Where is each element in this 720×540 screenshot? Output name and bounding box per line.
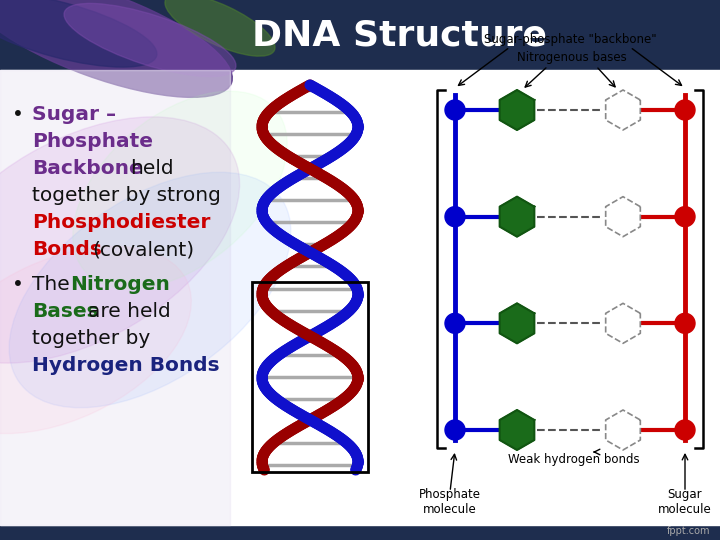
Text: held: held <box>130 159 174 178</box>
Text: are held: are held <box>88 302 171 321</box>
Text: Hydrogen Bonds: Hydrogen Bonds <box>32 356 220 375</box>
Text: Backbone: Backbone <box>32 159 143 178</box>
Text: Nitrogen: Nitrogen <box>70 275 170 294</box>
Ellipse shape <box>64 3 236 77</box>
Text: Phosphodiester: Phosphodiester <box>32 213 210 232</box>
Bar <box>0 525 720 540</box>
Text: (covalent): (covalent) <box>92 240 194 259</box>
Ellipse shape <box>165 0 275 56</box>
Polygon shape <box>500 410 534 450</box>
Ellipse shape <box>9 172 291 408</box>
Text: Sugar –: Sugar – <box>32 105 116 124</box>
Bar <box>0 0 720 70</box>
Ellipse shape <box>73 91 287 289</box>
Text: Weak hydrogen bonds: Weak hydrogen bonds <box>508 454 640 467</box>
Text: Nitrogenous bases: Nitrogenous bases <box>517 51 627 64</box>
Text: Phosphate
molecule: Phosphate molecule <box>419 488 481 516</box>
Text: Sugar
molecule: Sugar molecule <box>658 488 712 516</box>
Polygon shape <box>500 197 534 237</box>
Polygon shape <box>606 410 640 450</box>
Polygon shape <box>606 197 640 237</box>
Circle shape <box>675 313 695 333</box>
Text: Bases: Bases <box>32 302 99 321</box>
Polygon shape <box>606 90 640 130</box>
Circle shape <box>445 420 465 440</box>
Ellipse shape <box>0 0 233 97</box>
Text: DNA Structure: DNA Structure <box>253 18 547 52</box>
Text: Phosphate: Phosphate <box>32 132 153 151</box>
Circle shape <box>445 313 465 333</box>
Polygon shape <box>500 303 534 343</box>
Text: together by: together by <box>32 329 150 348</box>
Text: together by strong: together by strong <box>32 186 221 205</box>
Circle shape <box>445 100 465 120</box>
Circle shape <box>445 207 465 227</box>
Ellipse shape <box>0 117 240 363</box>
Circle shape <box>675 420 695 440</box>
Text: fppt.com: fppt.com <box>667 526 710 536</box>
Bar <box>0 70 720 525</box>
Ellipse shape <box>0 0 157 67</box>
Bar <box>0 70 230 525</box>
Polygon shape <box>500 90 534 130</box>
Text: •: • <box>12 275 24 294</box>
Circle shape <box>675 207 695 227</box>
Bar <box>252 282 368 472</box>
Circle shape <box>675 100 695 120</box>
Text: Sugar-phosphate "backbone": Sugar-phosphate "backbone" <box>484 33 657 46</box>
Polygon shape <box>606 303 640 343</box>
Text: Bonds: Bonds <box>32 240 102 259</box>
Text: •: • <box>12 105 24 124</box>
Ellipse shape <box>0 246 192 434</box>
Text: The: The <box>32 275 70 294</box>
